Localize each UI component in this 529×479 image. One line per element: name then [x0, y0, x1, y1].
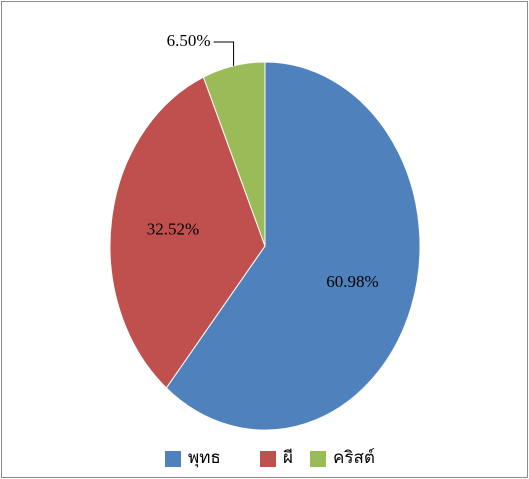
leader-line: [213, 41, 235, 66]
data-label: 32.52%: [147, 219, 199, 238]
legend-label: คริสต์: [333, 448, 375, 467]
legend-swatch: [165, 451, 181, 467]
data-label: 6.50%: [167, 31, 211, 50]
legend-label: ผี: [283, 448, 293, 467]
pie-slice: [202, 61, 266, 247]
pie-slice: [165, 61, 421, 431]
legend-swatch: [260, 451, 276, 467]
data-label: 60.98%: [326, 272, 378, 291]
legend-swatch: [310, 451, 326, 467]
legend-label: พุทธ: [188, 448, 221, 468]
pie-slice: [109, 76, 266, 389]
